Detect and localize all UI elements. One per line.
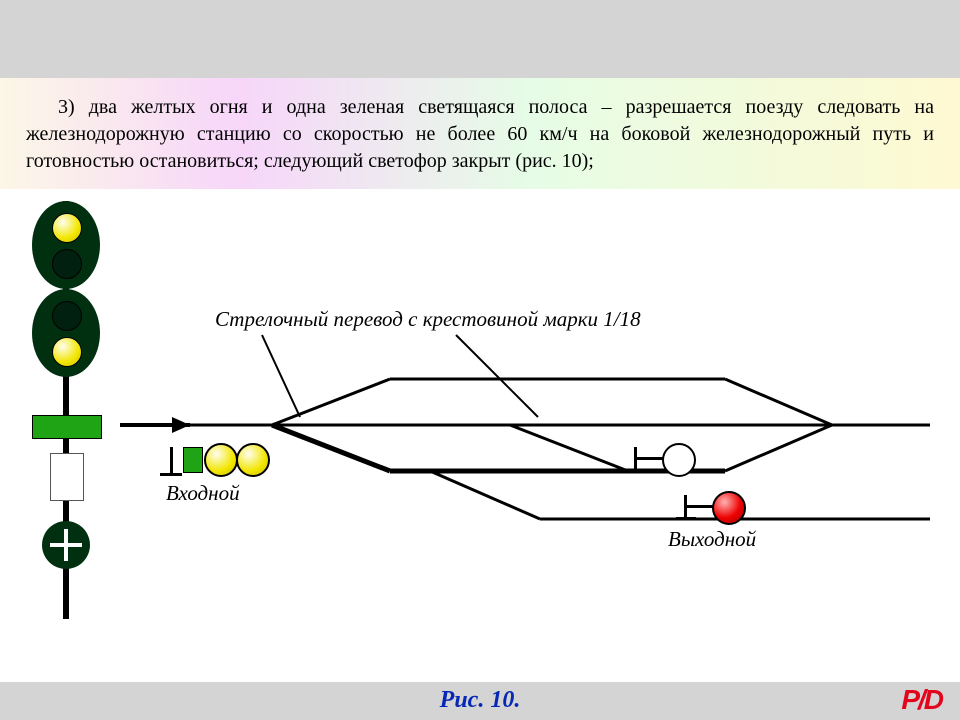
mid-lamp: [662, 443, 696, 477]
entrance-green-bar: [183, 447, 203, 473]
entrance-lamp-1: [204, 443, 238, 477]
rzd-logo-icon: P/D: [901, 684, 942, 716]
description-paragraph: 3) два желтых огня и одна зеленая светящ…: [0, 78, 960, 189]
paragraph-text: 3) два желтых огня и одна зеленая светящ…: [26, 96, 934, 172]
figure-caption: Рис. 10.: [440, 687, 521, 714]
header-bar: [0, 0, 960, 78]
entrance-lamp-2: [236, 443, 270, 477]
exit-label: Выходной: [668, 527, 756, 552]
track-diagram: Стрелочный перевод с крестовиной марки 1…: [0, 189, 960, 619]
track-lines: [0, 189, 960, 619]
exit-lamp: [712, 491, 746, 525]
entrance-label: Входной: [166, 481, 240, 506]
